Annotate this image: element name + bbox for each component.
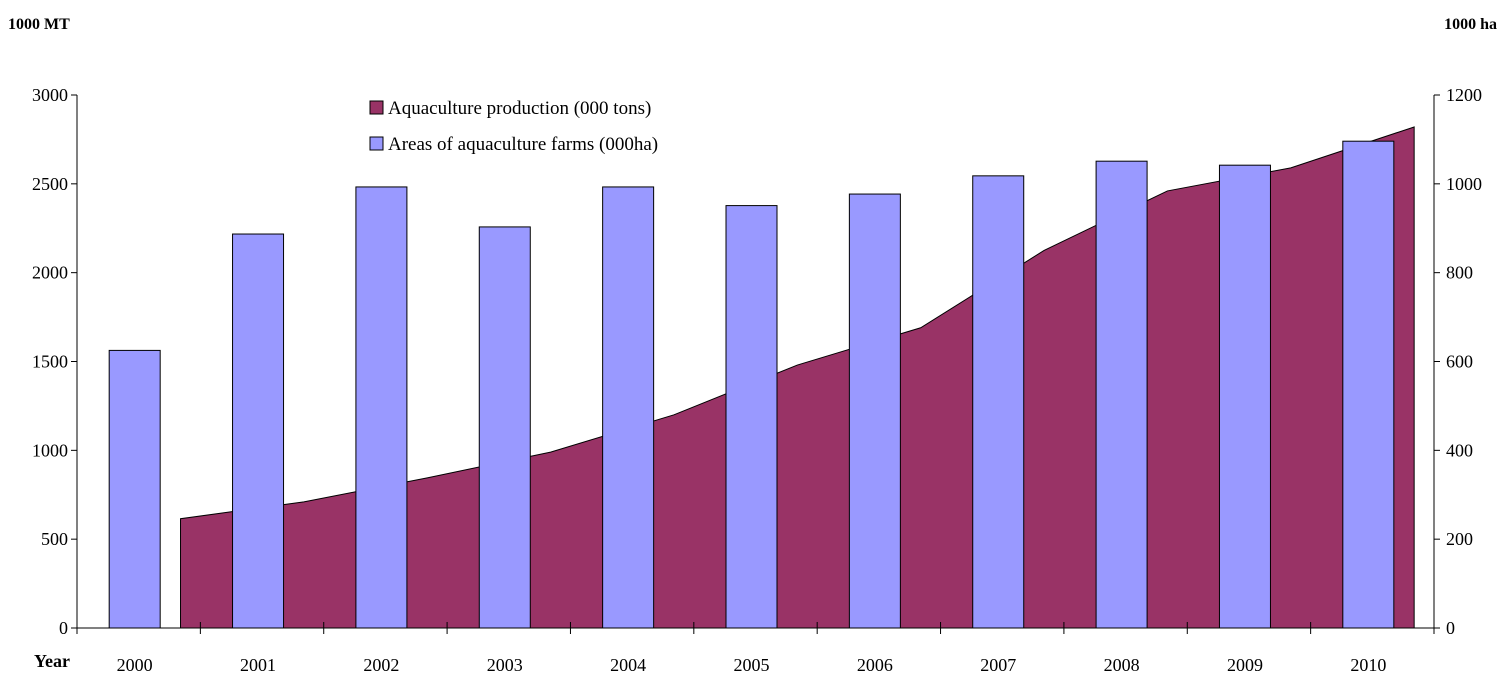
x-category-label-2000: 2000 [117, 655, 153, 675]
x-category-label-2003: 2003 [487, 655, 523, 675]
x-category-label-2004: 2004 [610, 655, 646, 675]
farm-area-bar-2009 [1218, 164, 1271, 629]
x-category-label-2010: 2010 [1350, 655, 1386, 675]
right-axis-unit-label: 1000 ha [1444, 16, 1497, 33]
left-tick-label-3000: 3000 [32, 85, 68, 105]
farm-area-bar-2003 [478, 226, 531, 629]
x-category-label-2001: 2001 [240, 655, 276, 675]
left-tick-label-1500: 1500 [32, 352, 68, 372]
farm-area-bar-2000 [108, 349, 161, 629]
right-tick-label-200: 200 [1446, 529, 1473, 549]
farm-area-bar-2007 [972, 175, 1025, 629]
farm-area-bar-2010 [1342, 140, 1395, 629]
right-tick-label-1000: 1000 [1446, 174, 1482, 194]
x-category-label-2005: 2005 [734, 655, 770, 675]
legend-label-production: Aquaculture production (000 tons) [388, 98, 651, 119]
farm-area-bar-2001 [232, 233, 285, 629]
x-axis-label: Year [34, 651, 70, 671]
right-tick-label-800: 800 [1446, 263, 1473, 283]
left-axis-unit-label: 1000 MT [8, 16, 70, 33]
x-category-label-2007: 2007 [980, 655, 1016, 675]
left-tick-label-2500: 2500 [32, 174, 68, 194]
farm-area-bar-2005 [725, 205, 778, 629]
right-tick-label-600: 600 [1446, 352, 1473, 372]
legend-label-farm-areas: Areas of aquaculture farms (000ha) [388, 134, 658, 155]
x-category-label-2009: 2009 [1227, 655, 1263, 675]
farm-area-bar-2002 [355, 186, 408, 629]
x-category-label-2006: 2006 [857, 655, 893, 675]
left-tick-label-0: 0 [59, 618, 68, 638]
axes-layer: 0 500 1000 1500 2000 2500 3000 0 200 400 600 800 100… [32, 85, 1482, 675]
x-category-label-2008: 2008 [1104, 655, 1140, 675]
farm-area-bar-2004 [602, 186, 655, 629]
farm-area-bar-2008 [1095, 160, 1148, 629]
farm-area-bars-layer [108, 140, 1395, 629]
right-tick-label-400: 400 [1446, 440, 1473, 460]
left-tick-label-1000: 1000 [32, 440, 68, 460]
right-tick-label-0: 0 [1446, 618, 1455, 638]
x-category-label-2002: 2002 [363, 655, 399, 675]
legend-swatch-production [369, 100, 384, 115]
right-tick-label-1200: 1200 [1446, 85, 1482, 105]
legend-swatch-farm-areas [369, 136, 384, 151]
farm-area-bar-2006 [848, 193, 901, 629]
legend: Aquaculture production (000 tons) Areas … [369, 98, 658, 155]
left-tick-label-2000: 2000 [32, 263, 68, 283]
left-tick-label-500: 500 [41, 529, 68, 549]
